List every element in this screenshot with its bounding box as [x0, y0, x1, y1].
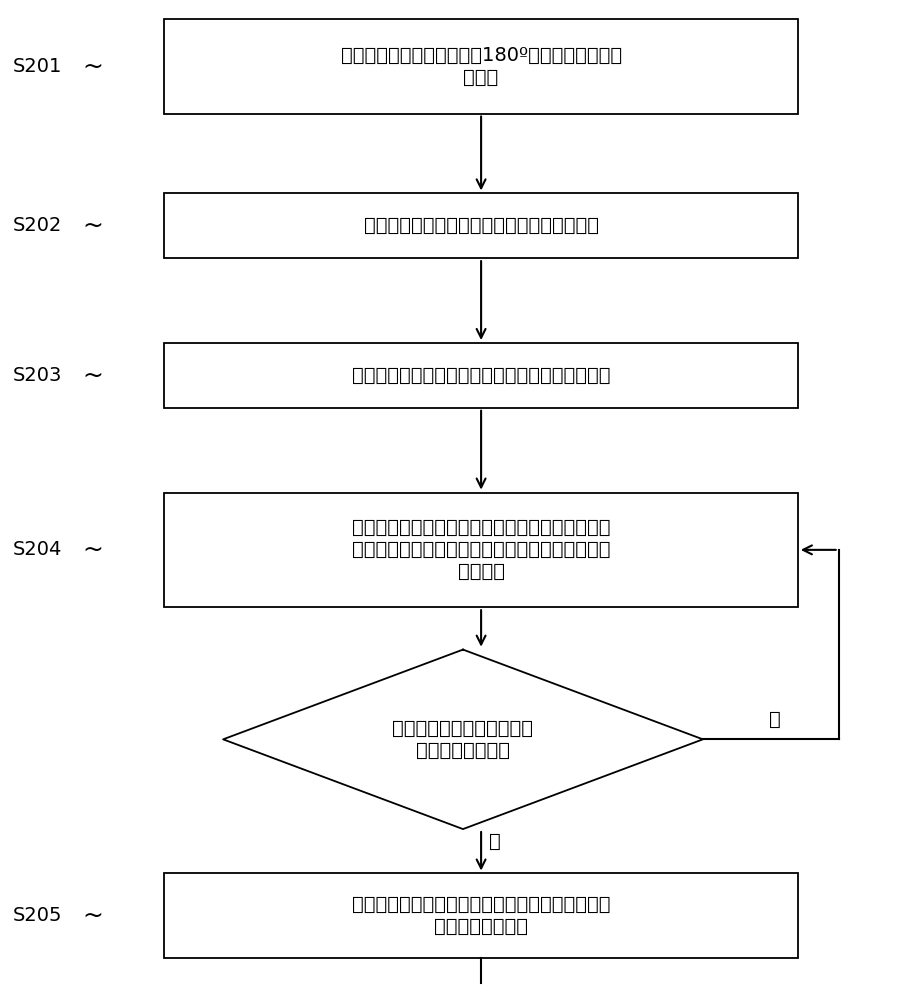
FancyBboxPatch shape: [164, 873, 798, 958]
Text: ~: ~: [83, 538, 104, 562]
Text: ~: ~: [83, 363, 104, 387]
Text: ~: ~: [83, 54, 104, 78]
Text: 是: 是: [769, 710, 781, 729]
Text: 调整支撑工装位置，模拟对天展开式天线与固定天
线间波束指向变化: 调整支撑工装位置，模拟对天展开式天线与固定天 线间波束指向变化: [352, 895, 611, 936]
FancyBboxPatch shape: [164, 493, 798, 607]
Text: 利用支撑工装，模拟对天展开式天线空间展开位置: 利用支撑工装，模拟对天展开式天线空间展开位置: [352, 366, 611, 385]
Text: S205: S205: [13, 906, 62, 925]
Text: ~: ~: [83, 214, 104, 238]
Text: 对天展开式天线与固定天线
链路间是否兼容？: 对天展开式天线与固定天线 链路间是否兼容？: [392, 719, 534, 760]
Text: 将各收发天线布局、安装在服务平台舱对天面: 将各收发天线布局、安装在服务平台舱对天面: [364, 216, 599, 235]
FancyBboxPatch shape: [164, 19, 798, 114]
Text: S201: S201: [13, 57, 62, 76]
FancyBboxPatch shape: [164, 343, 798, 408]
Text: ~: ~: [83, 904, 104, 928]
Text: S202: S202: [13, 216, 62, 235]
Text: S203: S203: [13, 366, 62, 385]
Text: 否: 否: [489, 832, 501, 851]
FancyBboxPatch shape: [164, 193, 798, 258]
Text: 卫星分舱，服务平台舱翻转180º，服务平台舱对天
面朝天: 卫星分舱，服务平台舱翻转180º，服务平台舱对天 面朝天: [340, 46, 622, 87]
Text: S204: S204: [13, 540, 62, 559]
Text: 调整支撑工装，依次模拟对天展开式天线与固定式
天线间波束指向关系，完成对天面各链路间射频兼
容性测试: 调整支撑工装，依次模拟对天展开式天线与固定式 天线间波束指向关系，完成对天面各链…: [352, 518, 611, 581]
